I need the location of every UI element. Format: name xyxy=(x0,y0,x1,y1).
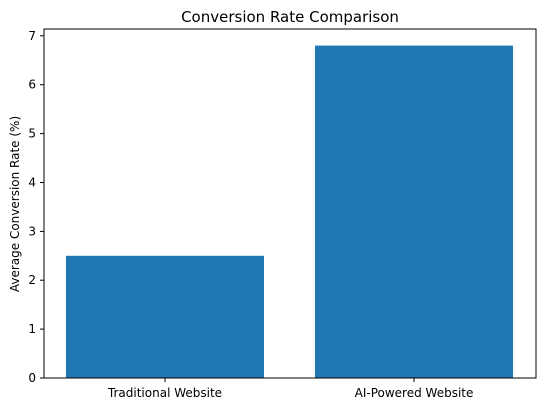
y-tick-label-2: 2 xyxy=(28,273,36,287)
y-tick-label-7: 7 xyxy=(28,29,36,43)
y-tick-label-4: 4 xyxy=(28,176,36,190)
chart-title: Conversion Rate Comparison xyxy=(181,8,399,26)
y-axis-label: Average Conversion Rate (%) xyxy=(8,116,22,292)
x-tick-label-1: Traditional Website xyxy=(107,386,222,400)
plot-area: Traditional Website AI-Powered Website 0 1 2… xyxy=(28,28,537,400)
y-tick-label-3: 3 xyxy=(28,224,36,238)
y-tick-label-1: 1 xyxy=(28,322,36,336)
axes-frame xyxy=(43,28,537,379)
bar-2 xyxy=(315,45,513,378)
x-tick-label-2: AI-Powered Website xyxy=(355,386,474,400)
y-tick-label-5: 5 xyxy=(28,127,36,141)
y-tick-label-0: 0 xyxy=(28,371,36,385)
bar-1 xyxy=(66,255,264,378)
y-tick-label-6: 6 xyxy=(28,78,36,92)
